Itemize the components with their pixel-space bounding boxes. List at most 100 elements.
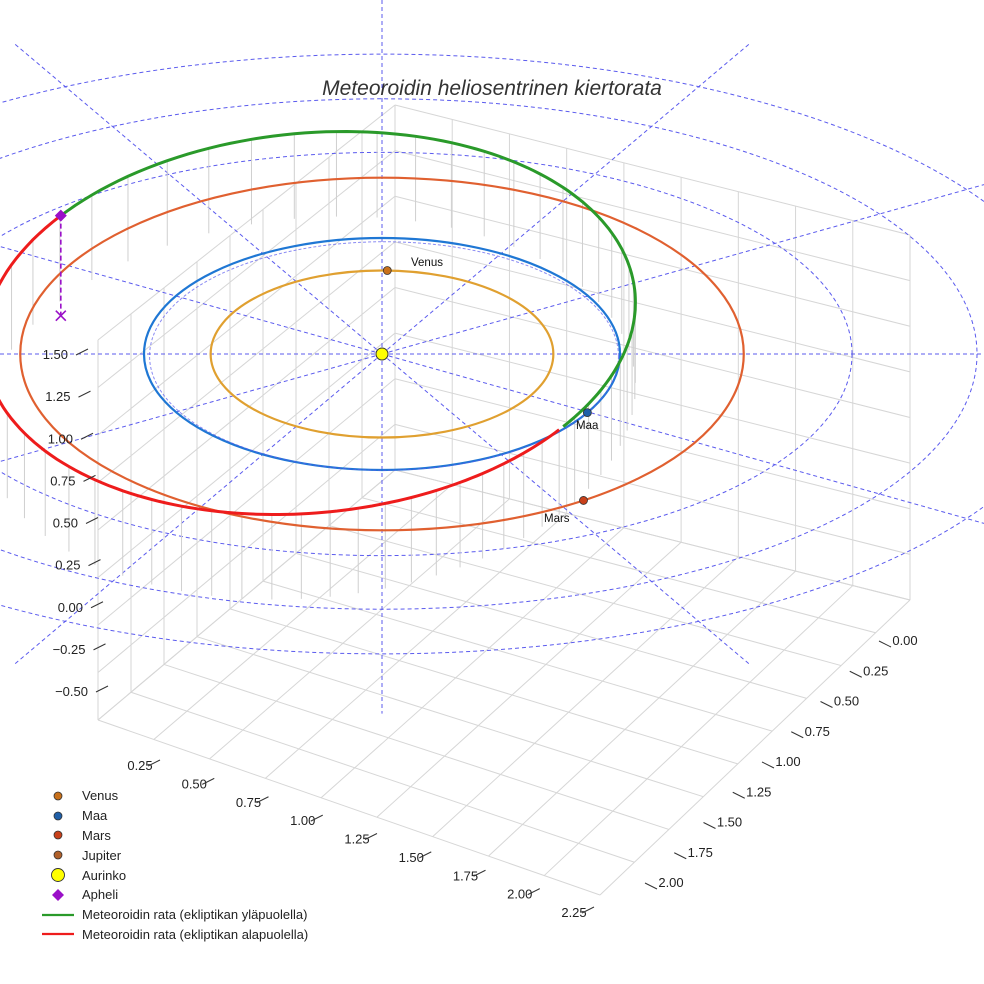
marker-venus <box>382 266 392 275</box>
polar-spoke <box>381 353 752 666</box>
grid-line <box>97 150 396 388</box>
y-tick: 0.50 <box>834 694 859 709</box>
z-tick-mark <box>88 559 101 567</box>
y-tick: 0.75 <box>805 724 830 739</box>
grid-line <box>196 636 704 798</box>
grid-line <box>394 241 911 373</box>
grid-line <box>97 469 396 721</box>
polar-spoke <box>0 245 383 355</box>
legend-item: Venus <box>38 786 378 806</box>
legend-symbol <box>38 808 78 824</box>
orbit-mars <box>19 176 745 532</box>
orbit-venus <box>209 269 555 439</box>
grid-line <box>432 556 739 838</box>
grid-line <box>328 525 842 667</box>
grid-line <box>394 332 911 464</box>
z-tick: 0.75 <box>50 473 75 488</box>
x-tick: 0.75 <box>236 795 261 810</box>
x-tick: 2.00 <box>507 887 532 902</box>
drop-lines <box>6 131 636 600</box>
legend-label: Jupiter <box>82 847 122 863</box>
tick-layer: 1.50 1.25 1.00 0.75 0.50 0.25 0.00 −0.25 −0.50 0.… <box>43 347 918 920</box>
polar-spoke <box>381 353 984 524</box>
legend-label: Mars <box>82 827 111 843</box>
y-tick: 1.50 <box>717 815 742 830</box>
grid-line <box>130 691 635 863</box>
x-tick: 0.50 <box>182 776 207 791</box>
grid-line <box>153 484 453 740</box>
y-tick-mark <box>644 882 658 890</box>
legend-label: Meteoroidin rata (ekliptikan alapuolella… <box>82 926 309 942</box>
polar-spoke <box>0 353 383 463</box>
y-tick: 2.00 <box>658 875 683 890</box>
polar-spoke <box>12 42 383 355</box>
grid-line <box>97 104 396 341</box>
grid-line <box>599 599 911 896</box>
legend-item: Mars <box>38 826 378 846</box>
x-tick: 2.25 <box>561 905 586 920</box>
legend-label: Venus <box>82 788 119 804</box>
aphelion-projection <box>55 310 67 322</box>
grid-line <box>97 423 396 673</box>
x-tick-mark <box>527 888 540 896</box>
z-tick: 0.50 <box>53 516 78 531</box>
orbit-maa-dashed <box>149 241 619 471</box>
grid-line <box>265 512 567 779</box>
legend-symbol <box>38 926 78 942</box>
grid-line <box>209 498 510 760</box>
legend-item: Maa <box>38 806 378 826</box>
legend-label: Apheli <box>82 887 119 903</box>
grid-line <box>361 497 876 634</box>
polar-spoke <box>381 42 752 355</box>
grid-line <box>163 663 670 830</box>
z-tick: 0.00 <box>58 600 83 615</box>
legend: Venus Maa Mars Jupiter Aurinko Apheli Meteoroi… <box>38 786 378 944</box>
chart-title: Meteoroidin heliosentrinen kiertorata <box>322 77 662 100</box>
x-tick: 1.00 <box>290 813 315 828</box>
y-tick-mark <box>878 640 892 648</box>
grid-line <box>376 541 682 818</box>
x-tick: 1.50 <box>399 850 424 865</box>
legend-item: Aurinko <box>38 865 378 885</box>
grid-line <box>97 719 601 896</box>
legend-symbol <box>38 788 78 804</box>
grid-line <box>394 287 911 418</box>
y-tick: 1.75 <box>688 845 713 860</box>
grid-line <box>97 287 396 531</box>
legend-symbol <box>38 827 78 843</box>
z-tick: −0.25 <box>53 642 86 657</box>
x-tick-mark <box>419 851 432 859</box>
z-tick-mark <box>78 390 91 398</box>
polar-grid <box>0 0 984 714</box>
x-tick-mark <box>256 796 269 804</box>
y-tick-mark <box>674 852 687 860</box>
z-tick: 1.25 <box>45 389 70 404</box>
legend-label: Maa <box>82 808 108 824</box>
x-tick-mark <box>581 906 595 914</box>
marker-maa <box>582 408 592 418</box>
orbit-maa <box>142 236 622 472</box>
grid-line <box>394 195 911 327</box>
legend-symbol <box>38 887 78 903</box>
grid-line <box>394 423 911 555</box>
y-tick-mark <box>761 761 775 769</box>
label-venus: Venus <box>411 257 443 269</box>
z-tick-mark <box>75 348 89 356</box>
legend-symbol <box>38 847 78 863</box>
x-tick: 1.25 <box>344 832 369 847</box>
x-tick-mark <box>147 759 161 767</box>
legend-item: Apheli <box>38 885 378 905</box>
orbit-layer <box>0 129 745 532</box>
y-tick: 1.00 <box>775 754 800 769</box>
z-tick: −0.50 <box>55 684 88 699</box>
grid-line <box>394 104 911 236</box>
legend-item: Meteoroidin rata (ekliptikan yläpuolella… <box>38 905 378 925</box>
grid-line <box>488 570 796 857</box>
grid-line <box>97 241 396 483</box>
y-tick-mark <box>703 822 716 829</box>
y-tick-mark <box>732 791 745 799</box>
y-tick-mark <box>820 701 833 708</box>
legend-item: Meteoroidin rata (ekliptikan alapuolella… <box>38 925 378 945</box>
grid-line <box>394 378 911 510</box>
